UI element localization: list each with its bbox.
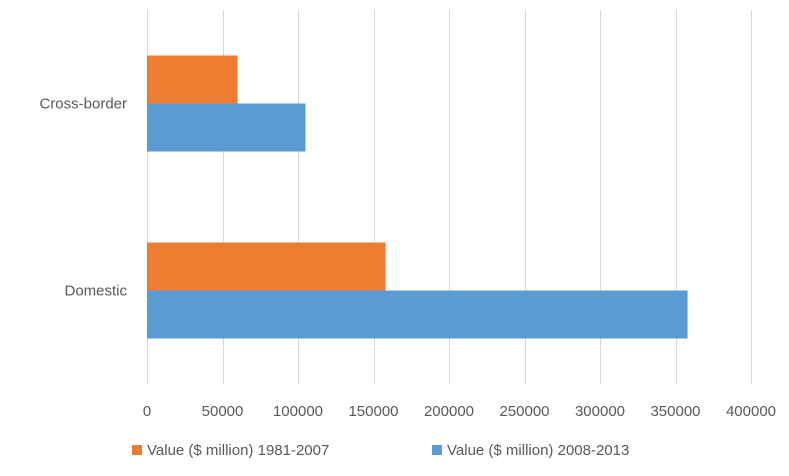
x-tick-label: 150000 bbox=[348, 403, 398, 420]
bar-cross-border-series-1 bbox=[147, 55, 238, 104]
legend-swatch bbox=[432, 445, 442, 455]
x-tick-label: 350000 bbox=[650, 403, 700, 420]
axes: 0 50000 100000 150000 200000 250000 300000 3500… bbox=[39, 96, 776, 421]
legend: Value ($ million) 1981-2007 Value ($ mill… bbox=[132, 442, 629, 459]
legend-label: Value ($ million) 2008-2013 bbox=[447, 442, 629, 459]
x-tick-label: 100000 bbox=[273, 403, 323, 420]
bars bbox=[147, 55, 688, 339]
legend-label: Value ($ million) 1981-2007 bbox=[147, 442, 329, 459]
x-tick-label: 300000 bbox=[575, 403, 625, 420]
legend-swatch bbox=[132, 445, 142, 455]
y-category-label: Cross-border bbox=[39, 96, 127, 113]
y-category-label: Domestic bbox=[64, 283, 127, 300]
x-tick-label: 250000 bbox=[499, 403, 549, 420]
x-tick-label: 400000 bbox=[726, 403, 776, 420]
x-tick-label: 200000 bbox=[424, 403, 474, 420]
bar-domestic-series-2 bbox=[147, 290, 688, 339]
x-tick-label: 50000 bbox=[202, 403, 244, 420]
bar-cross-border-series-2 bbox=[147, 103, 306, 152]
x-tick-label: 0 bbox=[143, 403, 151, 420]
bar-domestic-series-1 bbox=[147, 242, 386, 291]
